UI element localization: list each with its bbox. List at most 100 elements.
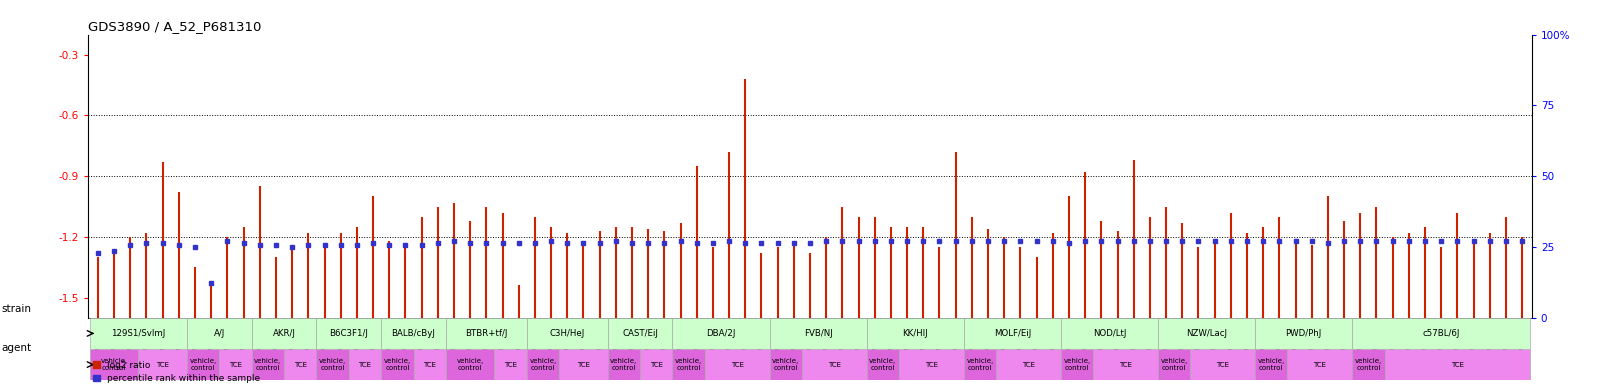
Bar: [382, 318, 446, 349]
Bar: [1254, 318, 1352, 349]
Text: agent: agent: [2, 343, 32, 353]
Text: TCE: TCE: [828, 362, 840, 367]
Bar: [1060, 349, 1094, 380]
Text: TCE: TCE: [423, 362, 436, 367]
Text: vehicle,
control: vehicle, control: [189, 358, 217, 371]
Text: TCE: TCE: [577, 362, 590, 367]
Text: vehicle,
control: vehicle, control: [101, 358, 128, 371]
Text: vehicle,
control: vehicle, control: [1258, 358, 1285, 371]
Text: vehicle,
control: vehicle, control: [772, 358, 799, 371]
Bar: [138, 349, 188, 380]
Text: TCE: TCE: [504, 362, 516, 367]
Text: AKR/J: AKR/J: [273, 329, 295, 338]
Text: vehicle,
control: vehicle, control: [1355, 358, 1383, 371]
Text: CAST/EiJ: CAST/EiJ: [622, 329, 658, 338]
Text: 129S1/SvImJ: 129S1/SvImJ: [111, 329, 165, 338]
Bar: [446, 349, 494, 380]
Text: TCE: TCE: [926, 362, 938, 367]
Bar: [284, 349, 316, 380]
Text: PWD/PhJ: PWD/PhJ: [1285, 329, 1322, 338]
Text: c57BL/6J: c57BL/6J: [1423, 329, 1460, 338]
Text: TCE: TCE: [156, 362, 168, 367]
Bar: [526, 349, 560, 380]
Text: strain: strain: [2, 304, 32, 314]
Text: TCE: TCE: [294, 362, 306, 367]
Text: TCE: TCE: [1314, 362, 1327, 367]
Bar: [1254, 349, 1288, 380]
Bar: [1384, 349, 1530, 380]
Text: NOD/LtJ: NOD/LtJ: [1092, 329, 1126, 338]
Bar: [188, 318, 252, 349]
Text: NZW/LacJ: NZW/LacJ: [1185, 329, 1227, 338]
Text: TCE: TCE: [1120, 362, 1132, 367]
Bar: [802, 349, 866, 380]
Text: MOLF/EiJ: MOLF/EiJ: [994, 329, 1031, 338]
Text: DBA/2J: DBA/2J: [706, 329, 736, 338]
Text: TCE: TCE: [358, 362, 372, 367]
Bar: [316, 349, 348, 380]
Bar: [526, 318, 608, 349]
Bar: [560, 349, 608, 380]
Bar: [672, 349, 704, 380]
Bar: [1190, 349, 1254, 380]
Bar: [964, 349, 996, 380]
Text: vehicle,
control: vehicle, control: [966, 358, 993, 371]
Text: GDS3890 / A_52_P681310: GDS3890 / A_52_P681310: [88, 20, 261, 33]
Text: vehicle,
control: vehicle, control: [255, 358, 281, 371]
Text: FVB/NJ: FVB/NJ: [804, 329, 832, 338]
Text: vehicle,
control: vehicle, control: [1161, 358, 1189, 371]
Bar: [1158, 318, 1254, 349]
Text: KK/HIJ: KK/HIJ: [903, 329, 929, 338]
Bar: [382, 349, 414, 380]
Bar: [608, 318, 672, 349]
Text: BALB/cByJ: BALB/cByJ: [391, 329, 435, 338]
Bar: [316, 318, 382, 349]
Bar: [608, 349, 640, 380]
Text: A/J: A/J: [213, 329, 225, 338]
Text: vehicle,
control: vehicle, control: [383, 358, 411, 371]
Text: vehicle,
control: vehicle, control: [610, 358, 637, 371]
Bar: [90, 318, 188, 349]
Text: TCE: TCE: [229, 362, 242, 367]
Bar: [446, 318, 526, 349]
Text: C3H/HeJ: C3H/HeJ: [550, 329, 585, 338]
Text: vehicle,
control: vehicle, control: [319, 358, 346, 371]
Bar: [964, 318, 1060, 349]
Text: TCE: TCE: [1216, 362, 1229, 367]
Bar: [1158, 349, 1190, 380]
Bar: [898, 349, 964, 380]
Bar: [1094, 349, 1158, 380]
Text: TCE: TCE: [650, 362, 662, 367]
Bar: [866, 349, 898, 380]
Bar: [348, 349, 382, 380]
Bar: [1352, 349, 1384, 380]
Text: vehicle,
control: vehicle, control: [869, 358, 897, 371]
Bar: [252, 349, 284, 380]
Text: vehicle,
control: vehicle, control: [675, 358, 703, 371]
Bar: [672, 318, 770, 349]
Text: vehicle,
control: vehicle, control: [1063, 358, 1091, 371]
Text: B6C3F1/J: B6C3F1/J: [329, 329, 369, 338]
Bar: [996, 349, 1060, 380]
Bar: [704, 349, 770, 380]
Bar: [770, 318, 866, 349]
Bar: [866, 318, 964, 349]
Text: TCE: TCE: [1022, 362, 1035, 367]
Bar: [220, 349, 252, 380]
Bar: [494, 349, 526, 380]
Bar: [414, 349, 446, 380]
Bar: [1288, 349, 1352, 380]
Bar: [188, 349, 220, 380]
Bar: [1352, 318, 1530, 349]
Text: TCE: TCE: [731, 362, 744, 367]
Bar: [1060, 318, 1158, 349]
Bar: [640, 349, 672, 380]
Text: vehicle,
control: vehicle, control: [529, 358, 557, 371]
Legend: log2 ratio, percentile rank within the sample: log2 ratio, percentile rank within the s…: [93, 361, 260, 383]
Bar: [252, 318, 316, 349]
Text: TCE: TCE: [1452, 362, 1464, 367]
Text: BTBR+tf/J: BTBR+tf/J: [465, 329, 507, 338]
Bar: [770, 349, 802, 380]
Bar: [90, 349, 138, 380]
Text: vehicle,
control: vehicle, control: [457, 358, 484, 371]
